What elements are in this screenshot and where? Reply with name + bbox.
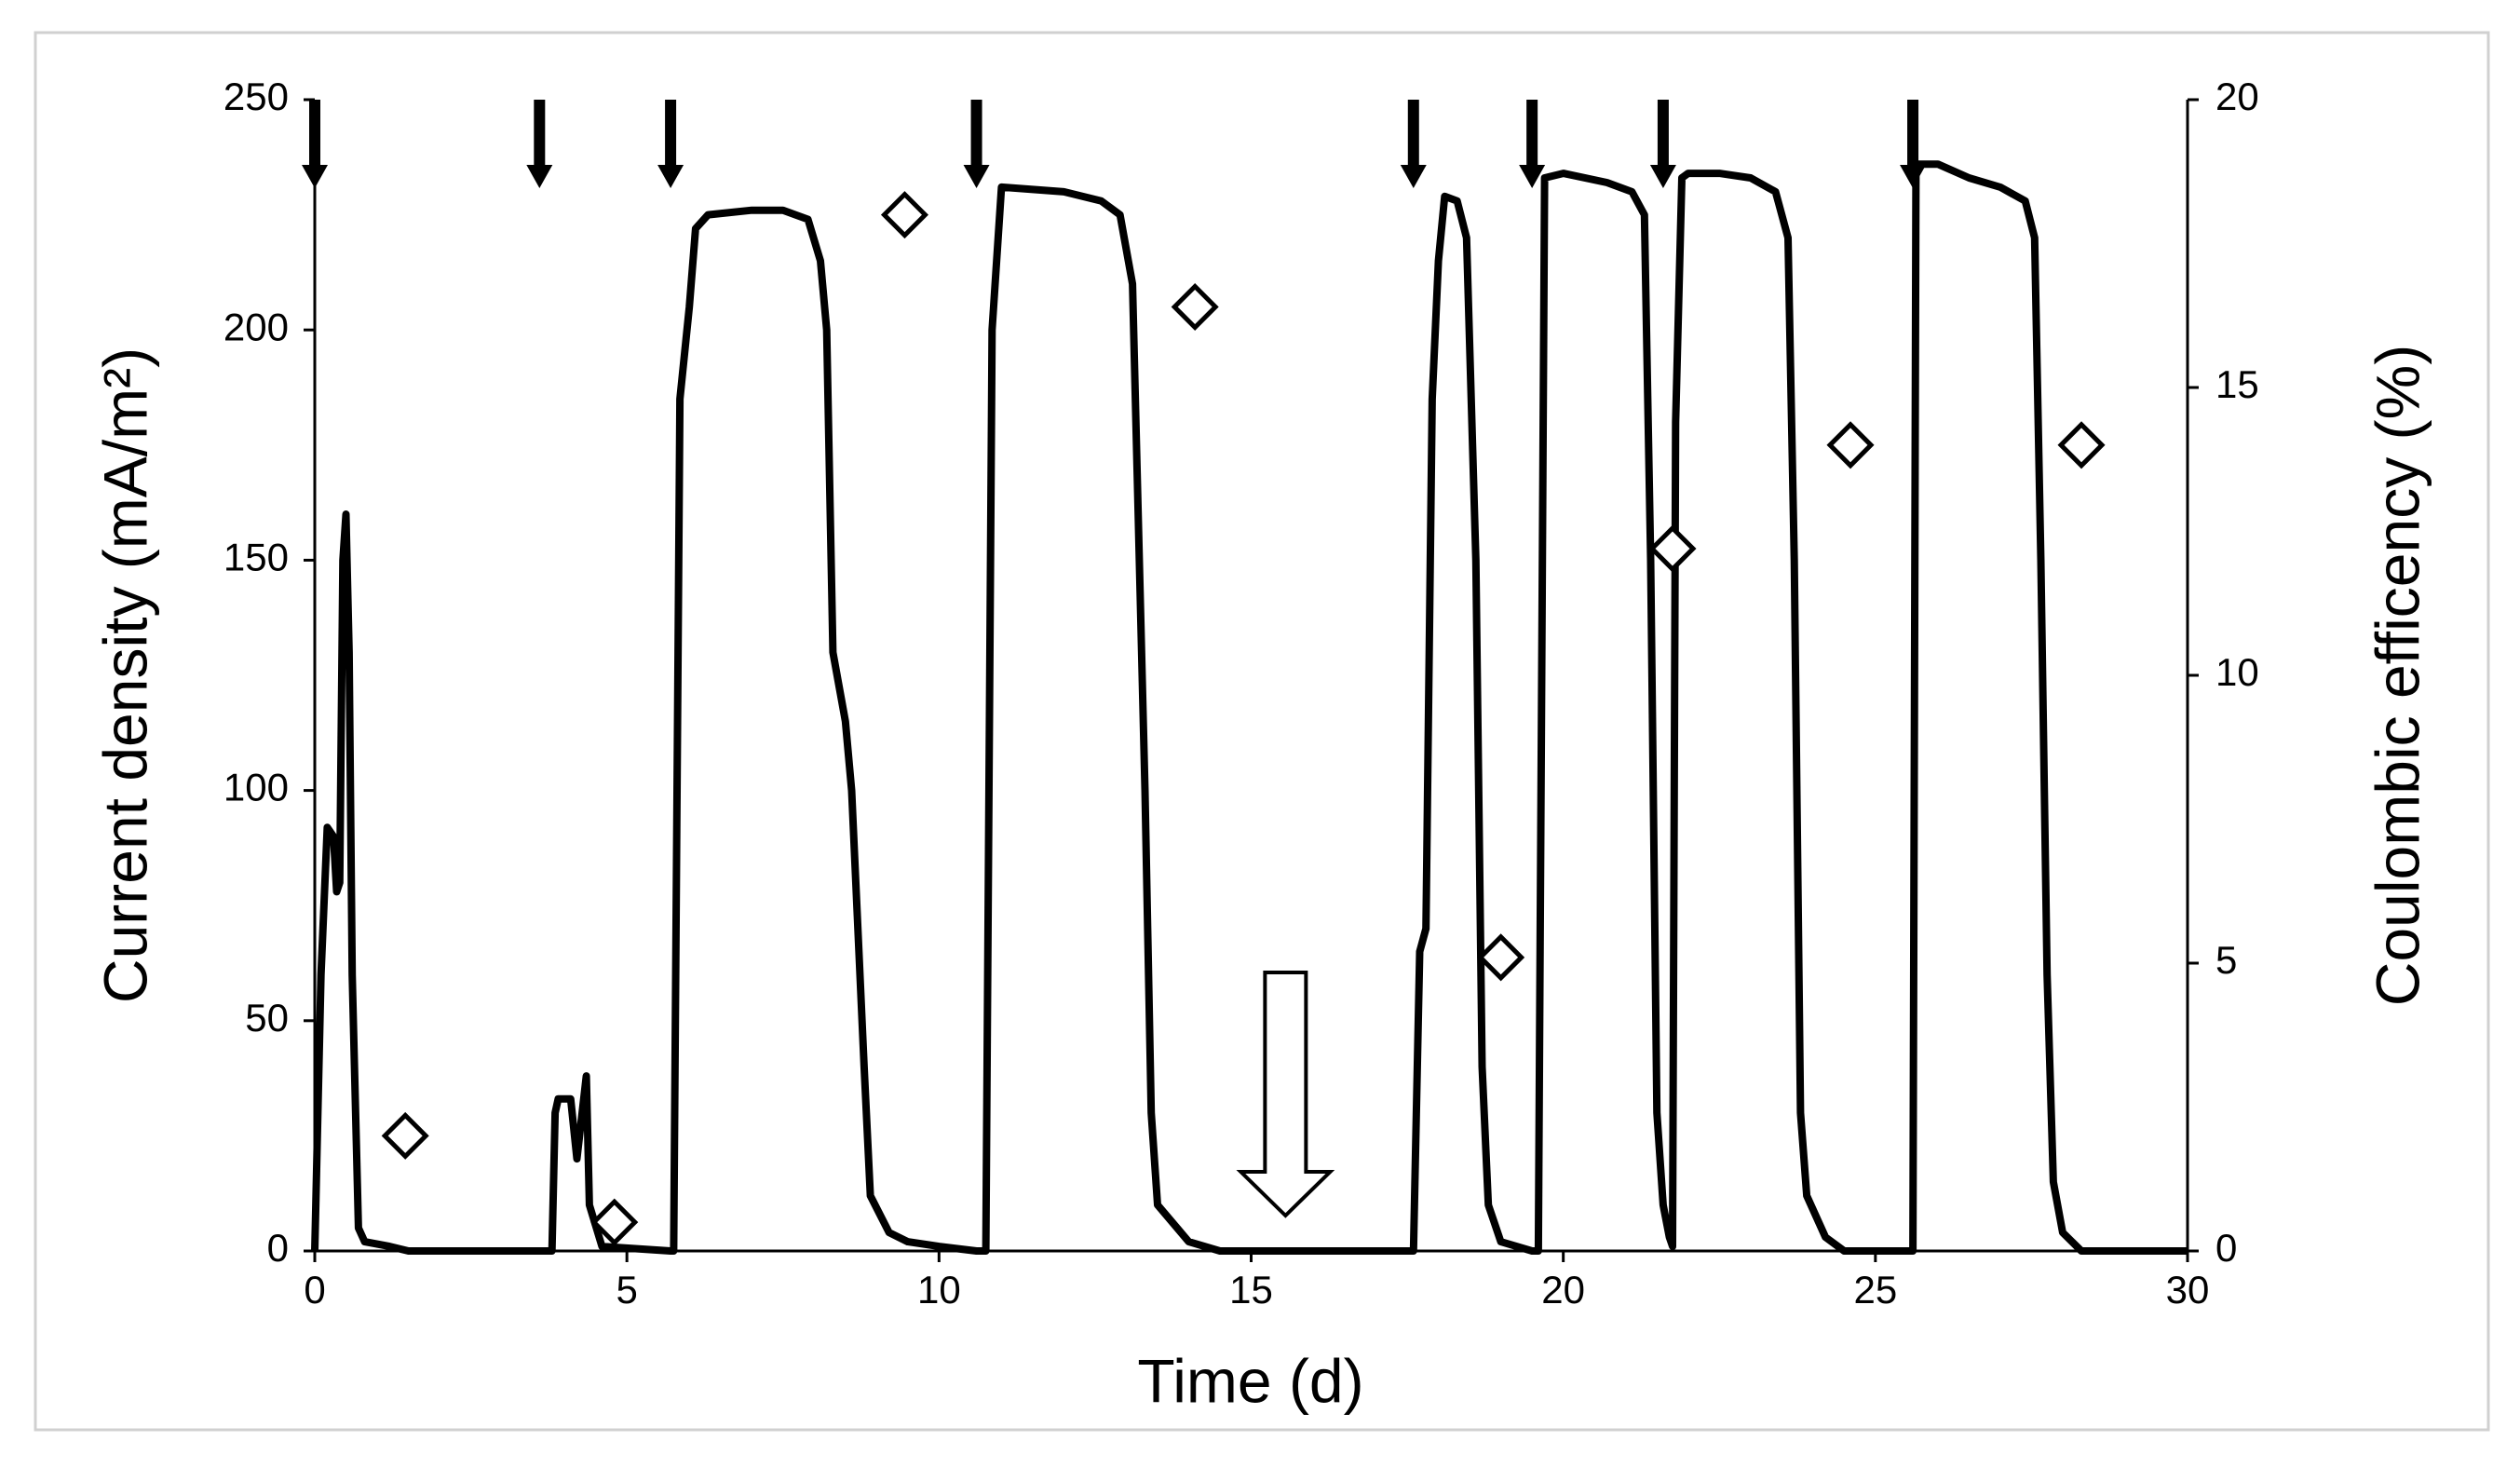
feed-arrow — [963, 100, 990, 188]
ce-marker — [1826, 421, 1875, 469]
feed-arrow — [1400, 100, 1427, 188]
y2-axis-title: Coulombic efficency (%) — [2363, 345, 2432, 1006]
feed-arrow — [1649, 100, 1676, 188]
y2-tick-label: 10 — [2215, 650, 2259, 694]
feed-arrow — [1519, 100, 1546, 188]
ce-marker — [1477, 933, 1525, 982]
ce-marker — [880, 191, 929, 239]
ce-marker — [381, 1111, 429, 1160]
y-tick-label: 100 — [224, 766, 289, 809]
feed-arrow — [657, 100, 684, 188]
feed-arrow — [1900, 100, 1927, 188]
ce-marker — [2057, 421, 2106, 469]
hollow-arrow — [1236, 971, 1335, 1218]
feed-arrow — [526, 100, 553, 188]
x-tick-label: 30 — [2166, 1268, 2210, 1312]
ce-marker — [590, 1198, 639, 1246]
y2-tick-label: 0 — [2215, 1226, 2237, 1270]
x-tick-label: 15 — [1229, 1268, 1273, 1312]
ce-marker — [1171, 282, 1219, 332]
x-tick-label: 5 — [616, 1268, 637, 1312]
y-axis-title: Current density (mA/m²) — [90, 347, 159, 1003]
ce-marker — [1648, 524, 1697, 573]
current-line — [311, 160, 2188, 1255]
chart-frame — [34, 31, 2490, 1432]
y-tick-label: 50 — [245, 996, 289, 1040]
y-tick-label: 150 — [224, 535, 289, 578]
y2-tick-label: 5 — [2215, 938, 2237, 982]
y-tick-label: 250 — [224, 75, 289, 118]
x-tick-label: 0 — [304, 1268, 325, 1312]
x-tick-label: 10 — [917, 1268, 961, 1312]
y2-tick-label: 15 — [2215, 362, 2259, 406]
x-tick-label: 20 — [1541, 1268, 1585, 1312]
y2-tick-label: 20 — [2215, 75, 2259, 118]
y-tick-label: 0 — [267, 1226, 289, 1270]
x-axis-title: Time (d) — [1137, 1346, 1363, 1415]
feed-arrow — [302, 100, 328, 188]
x-tick-label: 25 — [1853, 1268, 1897, 1312]
y-tick-label: 200 — [224, 305, 289, 348]
